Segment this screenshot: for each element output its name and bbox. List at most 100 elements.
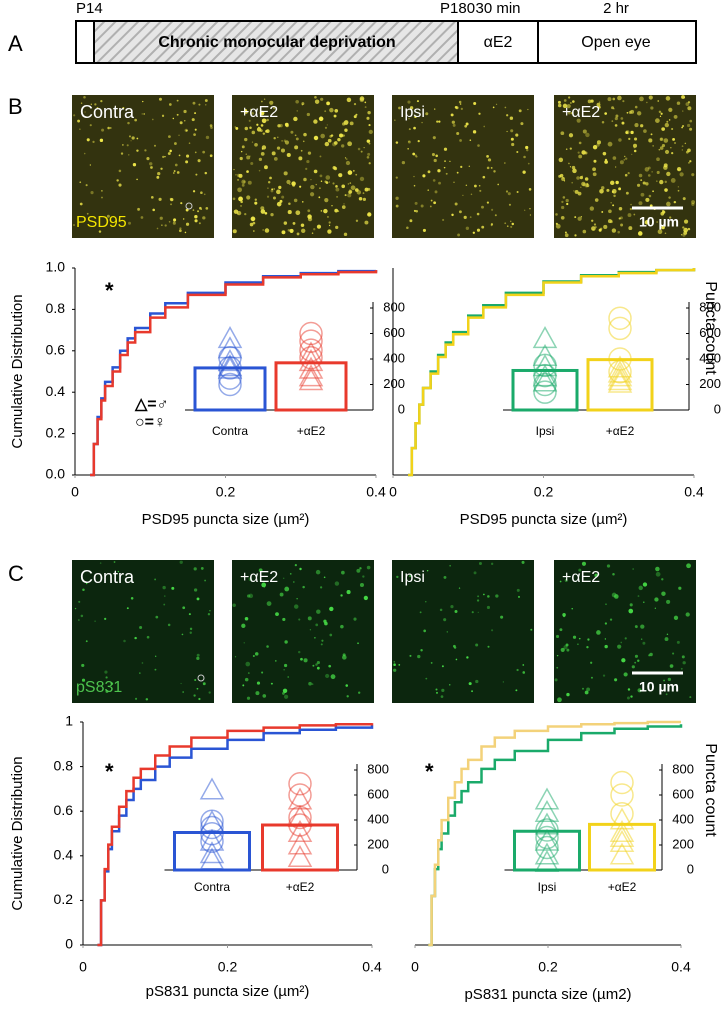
puncta-dot xyxy=(164,595,166,597)
puncta-dot xyxy=(366,565,371,570)
puncta-dot xyxy=(271,151,276,156)
puncta-dot xyxy=(347,170,353,175)
puncta-dot xyxy=(169,197,173,201)
puncta-dot xyxy=(594,198,599,202)
puncta-dot xyxy=(592,144,598,150)
puncta-dot xyxy=(265,130,268,133)
puncta-dot xyxy=(443,618,447,622)
puncta-dot xyxy=(529,207,531,210)
puncta-dot xyxy=(655,566,660,572)
puncta-dot xyxy=(244,617,249,621)
puncta-dot xyxy=(558,157,564,163)
puncta-dot xyxy=(235,174,237,176)
micrograph xyxy=(554,560,696,703)
puncta-dot xyxy=(279,592,284,597)
puncta-dot xyxy=(128,135,131,138)
puncta-dot xyxy=(459,103,462,105)
puncta-dot xyxy=(367,152,371,156)
puncta-dot xyxy=(276,189,281,195)
puncta-dot xyxy=(560,215,565,220)
female-point xyxy=(533,363,557,388)
puncta-dot xyxy=(655,571,661,577)
puncta-dot xyxy=(408,117,410,120)
puncta-dot xyxy=(335,187,340,192)
puncta-dot xyxy=(611,228,617,233)
puncta-dot xyxy=(333,141,338,145)
puncta-dot xyxy=(504,162,506,164)
puncta-dot xyxy=(110,682,114,685)
puncta-dot xyxy=(319,155,322,158)
inset-tick-label: 600 xyxy=(699,325,721,340)
puncta-dot xyxy=(668,196,671,199)
puncta-dot xyxy=(417,140,420,143)
puncta-dot xyxy=(687,106,692,111)
puncta-dot xyxy=(612,204,615,207)
puncta-dot xyxy=(316,666,320,670)
puncta-dot xyxy=(530,628,533,631)
puncta-dot xyxy=(495,594,499,598)
puncta-dot xyxy=(439,608,443,612)
puncta-dot xyxy=(270,189,274,193)
puncta-dot xyxy=(253,230,255,232)
puncta-dot xyxy=(566,104,571,109)
puncta-dot xyxy=(645,197,650,202)
puncta-dot xyxy=(497,183,500,186)
puncta-dot xyxy=(255,691,260,696)
puncta-dot xyxy=(645,182,649,186)
puncta-dot xyxy=(294,134,297,137)
puncta-dot xyxy=(688,162,690,164)
puncta-dot xyxy=(174,163,178,167)
puncta-dot xyxy=(309,192,315,197)
image-label: +αE2 xyxy=(562,569,600,586)
puncta-dot xyxy=(192,209,195,211)
puncta-dot xyxy=(586,182,589,186)
puncta-dot xyxy=(673,114,678,119)
puncta-dot xyxy=(146,157,150,161)
puncta-dot xyxy=(283,694,289,699)
puncta-dot xyxy=(340,594,343,597)
puncta-dot xyxy=(457,233,461,237)
puncta-dot xyxy=(363,595,368,601)
puncta-dot xyxy=(338,173,343,178)
puncta-dot xyxy=(601,120,605,124)
puncta-dot xyxy=(571,165,576,170)
puncta-dot xyxy=(691,173,695,177)
puncta-dot xyxy=(295,210,301,216)
female-point xyxy=(608,316,632,341)
puncta-dot xyxy=(260,209,266,214)
puncta-dot xyxy=(173,170,176,173)
puncta-dot xyxy=(301,201,304,203)
puncta-dot xyxy=(664,232,667,234)
puncta-dot xyxy=(355,219,359,222)
puncta-dot xyxy=(522,664,525,666)
puncta-dot xyxy=(621,658,626,663)
puncta-dot xyxy=(624,173,628,177)
puncta-dot xyxy=(576,176,580,180)
puncta-dot xyxy=(89,124,92,127)
puncta-dot xyxy=(516,191,519,194)
puncta-dot xyxy=(120,152,124,155)
puncta-dot xyxy=(204,171,208,175)
puncta-dot xyxy=(248,593,254,599)
puncta-dot xyxy=(186,154,190,158)
puncta-dot xyxy=(130,597,134,600)
puncta-dot xyxy=(440,695,444,698)
puncta-dot xyxy=(314,99,320,104)
puncta-dot xyxy=(290,130,294,134)
puncta-dot xyxy=(568,162,570,165)
puncta-dot xyxy=(640,638,643,640)
puncta-dot xyxy=(614,117,618,121)
puncta-dot xyxy=(107,126,110,130)
puncta-dot xyxy=(672,137,676,141)
puncta-dot xyxy=(468,682,472,686)
puncta-dot xyxy=(591,226,596,231)
puncta-dot xyxy=(367,110,371,115)
puncta-dot xyxy=(198,697,201,701)
puncta-dot xyxy=(294,145,299,150)
puncta-dot xyxy=(128,221,131,225)
timeline-phase: Open eye xyxy=(581,34,650,51)
puncta-dot xyxy=(182,691,184,693)
puncta-dot xyxy=(565,148,568,151)
puncta-dot xyxy=(442,218,445,222)
puncta-dot xyxy=(558,174,562,178)
